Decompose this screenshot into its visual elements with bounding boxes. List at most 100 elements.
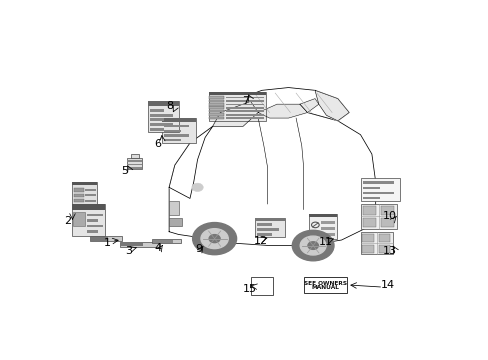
Bar [148, 102, 178, 132]
Bar [255, 218, 284, 237]
Circle shape [292, 230, 333, 261]
Bar [309, 214, 336, 217]
Text: 9: 9 [194, 244, 202, 254]
Circle shape [209, 235, 220, 243]
Bar [303, 278, 346, 293]
Text: 1: 1 [103, 238, 111, 248]
Bar [163, 125, 189, 127]
Bar [198, 233, 211, 236]
Bar [225, 117, 264, 119]
Circle shape [191, 183, 203, 192]
Bar [72, 204, 104, 236]
Circle shape [300, 236, 325, 255]
Text: 12: 12 [254, 235, 268, 246]
Bar [198, 238, 211, 240]
Text: 15: 15 [243, 284, 256, 293]
Bar [309, 214, 336, 239]
Text: 6: 6 [154, 139, 161, 149]
Bar [163, 134, 189, 137]
Bar [362, 192, 393, 194]
Bar [150, 123, 172, 126]
Bar [256, 224, 271, 226]
Bar [150, 128, 163, 131]
Bar [85, 189, 96, 191]
Bar [208, 92, 265, 121]
Bar [225, 111, 264, 112]
Polygon shape [258, 104, 307, 118]
Bar [225, 114, 264, 116]
Bar [209, 117, 224, 120]
Bar [169, 218, 182, 226]
Bar [150, 118, 163, 121]
Text: SEE OWNERS: SEE OWNERS [304, 280, 346, 285]
Bar [378, 245, 389, 253]
Bar [74, 199, 83, 202]
Bar [148, 102, 178, 106]
Bar [72, 182, 97, 185]
Bar [320, 233, 334, 236]
Polygon shape [169, 126, 212, 198]
Bar [360, 177, 400, 201]
Bar [87, 225, 103, 227]
Text: 10: 10 [382, 211, 396, 221]
Text: 4: 4 [154, 243, 161, 253]
Bar [225, 97, 264, 99]
Text: MANUAL: MANUAL [311, 285, 339, 290]
Bar [320, 227, 334, 230]
Bar [198, 242, 211, 245]
Bar [87, 219, 98, 222]
Bar [360, 204, 396, 229]
Text: 2: 2 [64, 216, 71, 226]
Text: 13: 13 [382, 246, 396, 256]
Bar [73, 212, 84, 226]
Bar [130, 154, 138, 158]
Bar [153, 240, 173, 243]
Bar [72, 204, 104, 210]
Bar [87, 230, 98, 233]
Bar [362, 219, 375, 228]
Bar [169, 201, 178, 215]
Bar [209, 110, 224, 112]
Text: 3: 3 [125, 246, 132, 256]
Polygon shape [212, 102, 258, 126]
Bar [256, 228, 279, 231]
Polygon shape [314, 90, 348, 121]
Bar [362, 186, 380, 189]
Bar [360, 232, 392, 255]
Bar [87, 214, 103, 216]
Bar [152, 239, 180, 243]
Bar [74, 188, 83, 192]
Bar [380, 219, 393, 228]
Bar [225, 100, 264, 102]
Bar [209, 96, 224, 99]
Circle shape [307, 242, 318, 249]
Text: 8: 8 [166, 102, 173, 111]
Bar [120, 242, 159, 247]
Bar [127, 160, 142, 162]
Text: 14: 14 [380, 280, 394, 290]
Bar [209, 107, 224, 109]
Bar [256, 233, 271, 236]
Bar [163, 139, 180, 141]
Bar [85, 194, 96, 197]
Bar [127, 158, 142, 169]
Bar [378, 234, 389, 242]
Bar [121, 243, 142, 246]
Bar [209, 100, 224, 102]
Bar [163, 130, 180, 132]
Bar [362, 245, 373, 253]
Bar [161, 118, 195, 122]
Bar [127, 167, 142, 169]
Bar [150, 114, 172, 117]
Bar [197, 231, 212, 246]
Polygon shape [169, 112, 375, 246]
Bar [89, 237, 122, 242]
Bar [320, 221, 334, 224]
Text: 7: 7 [242, 96, 249, 107]
Bar [362, 197, 380, 199]
Text: 5: 5 [121, 166, 128, 176]
Polygon shape [299, 99, 318, 112]
Bar [255, 218, 284, 221]
Bar [209, 113, 224, 116]
Bar [74, 194, 83, 197]
